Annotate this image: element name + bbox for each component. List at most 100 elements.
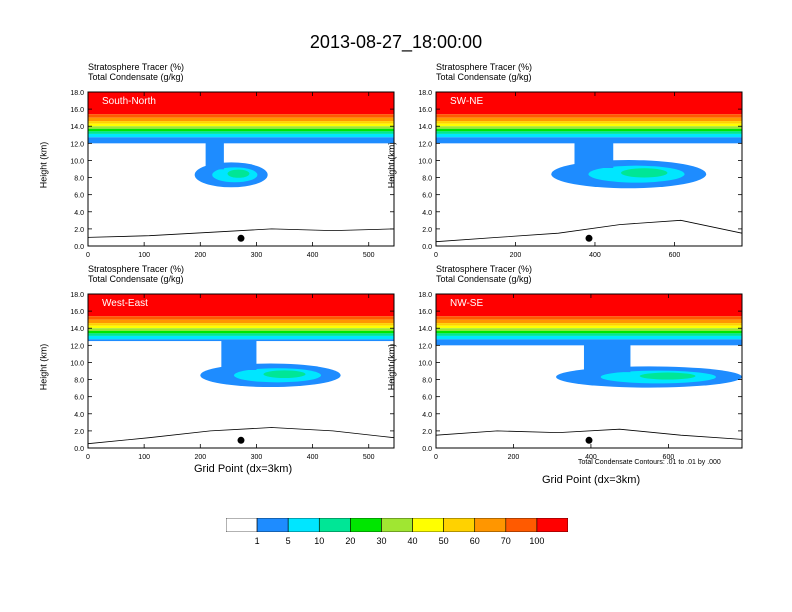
x-tick-label: 0 (86, 252, 90, 259)
y-tick-label: 4.0 (422, 412, 432, 419)
panel-plot: 0.0 2.0 4.0 6.0 8.0 10.0 12.0 14.0 16.0 18.0 0 200 4… (418, 292, 743, 461)
location-marker (585, 436, 593, 444)
tracer-band (436, 121, 742, 124)
tracer-band (88, 323, 394, 326)
tracer-label: Stratosphere Tracer (%) (436, 264, 533, 274)
terrain-line (435, 428, 743, 440)
y-tick-label: 16.0 (418, 309, 432, 316)
panel-name: South-North (102, 96, 156, 107)
y-tick-label: 14.0 (418, 124, 432, 131)
plot-frame (87, 91, 395, 247)
tracer-band (88, 333, 394, 336)
location-marker (237, 234, 245, 242)
plot-frame (87, 293, 395, 449)
tracer-band (88, 294, 394, 317)
y-tick-label: 16.0 (70, 309, 84, 316)
x-tick-label: 300 (251, 252, 263, 259)
colorbar-label: 50 (438, 536, 449, 546)
location-marker (585, 234, 593, 242)
y-tick-label: 10.0 (70, 360, 84, 367)
y-tick-label: 18.0 (418, 90, 432, 97)
condensate-label: Total Condensate (g/kg) (436, 274, 532, 284)
tracer-band (436, 325, 742, 329)
y-tick-label: 4.0 (74, 412, 84, 419)
tracer-band (436, 123, 742, 127)
colorbar-swatch (412, 517, 444, 533)
y-tick-label: 2.0 (74, 429, 84, 436)
tracer-band (88, 330, 394, 334)
tracer-band (436, 92, 742, 115)
tracer-band (436, 133, 742, 138)
panel-name: SW-NE (450, 96, 483, 107)
y-tick-label: 0.0 (422, 244, 432, 251)
tracer-label: Stratosphere Tracer (%) (88, 264, 185, 274)
condensate-label: Total Condensate (g/kg) (436, 72, 532, 82)
y-tick-label: 12.0 (70, 141, 84, 148)
y-tick-label: 2.0 (74, 227, 84, 234)
colorbar-label: 1 (254, 536, 260, 546)
y-tick-label: 6.0 (422, 193, 432, 200)
colorbar-label: 5 (285, 536, 291, 546)
y-axis-title: Height (km) (38, 141, 49, 189)
panel-label-bottom-left: Stratosphere Tracer (%) Total Condensate… (88, 264, 184, 284)
tracer-band (436, 316, 742, 320)
y-tick-label: 14.0 (418, 326, 432, 333)
colorbar-swatch (225, 517, 258, 533)
terrain-line (87, 427, 395, 445)
terrain-line (435, 219, 743, 243)
x-tick-label: 600 (669, 252, 681, 259)
tracer-band (436, 128, 742, 132)
colorbar-swatch (287, 517, 320, 533)
y-tick-label: 8.0 (422, 176, 432, 183)
y-tick-label: 2.0 (422, 429, 432, 436)
panel-sw-ne: 0.0 2.0 4.0 6.0 8.0 10.0 12.0 14.0 16.0 18.0 0 200 4… (418, 90, 743, 259)
panel-west-east: 0.0 2.0 4.0 6.0 8.0 10.0 12.0 14.0 16.0 18.0 0 100 2… (70, 292, 395, 461)
x-tick-label: 100 (138, 454, 150, 461)
tracer-band (436, 294, 742, 317)
panel-nw-se: 0.0 2.0 4.0 6.0 8.0 10.0 12.0 14.0 16.0 18.0 0 200 4… (418, 292, 743, 461)
tracer-band (88, 92, 394, 115)
intrusion-layer-20 (227, 169, 250, 178)
panel-south-north: 0.0 2.0 4.0 6.0 8.0 10.0 12.0 14.0 16.0 18.0 0 100 2… (70, 90, 395, 259)
tracer-band (436, 137, 742, 144)
y-tick-label: 18.0 (418, 292, 432, 299)
tracer-band (88, 316, 394, 320)
y-tick-label: 6.0 (74, 395, 84, 402)
y-tick-label: 2.0 (422, 227, 432, 234)
colorbar-swatch (350, 517, 382, 533)
y-tick-label: 10.0 (418, 360, 432, 367)
y-tick-label: 4.0 (422, 210, 432, 217)
x-tick-label: 0 (434, 454, 438, 461)
y-tick-label: 0.0 (74, 244, 84, 251)
colorbar-swatch (474, 517, 507, 533)
tracer-band (436, 114, 742, 118)
terrain-line (87, 228, 395, 238)
panel-label-top-left: Stratosphere Tracer (%) Total Condensate… (88, 62, 184, 82)
x-tick-label: 400 (585, 454, 597, 461)
y-tick-label: 8.0 (74, 176, 84, 183)
colorbar-swatch (318, 517, 351, 533)
tracer-band (88, 123, 394, 127)
panel-name: NW-SE (450, 298, 483, 309)
location-marker (237, 436, 245, 444)
condensate-label: Total Condensate (g/kg) (88, 274, 184, 284)
x-axis-title: Grid Point (dx=3km) (194, 463, 293, 475)
y-tick-label: 6.0 (74, 193, 84, 200)
colorbar (225, 517, 569, 537)
intrusion-neck (221, 340, 257, 370)
figure-title: 2013-08-27_18:00:00 (309, 32, 483, 52)
y-tick-label: 12.0 (70, 343, 84, 350)
y-tick-label: 18.0 (70, 292, 84, 299)
x-tick-label: 400 (589, 252, 601, 259)
colorbar-label: 70 (500, 536, 511, 546)
tracer-label: Stratosphere Tracer (%) (88, 62, 185, 72)
colorbar-swatch (536, 517, 569, 533)
tracer-band (88, 126, 394, 129)
tracer-band (436, 323, 742, 326)
panel-label-bottom-right: Stratosphere Tracer (%) Total Condensate… (436, 264, 532, 284)
colorbar-swatch (505, 517, 538, 533)
tracer-band (88, 114, 394, 118)
y-tick-label: 12.0 (418, 141, 432, 148)
y-tick-label: 0.0 (74, 446, 84, 453)
tracer-band (88, 325, 394, 329)
